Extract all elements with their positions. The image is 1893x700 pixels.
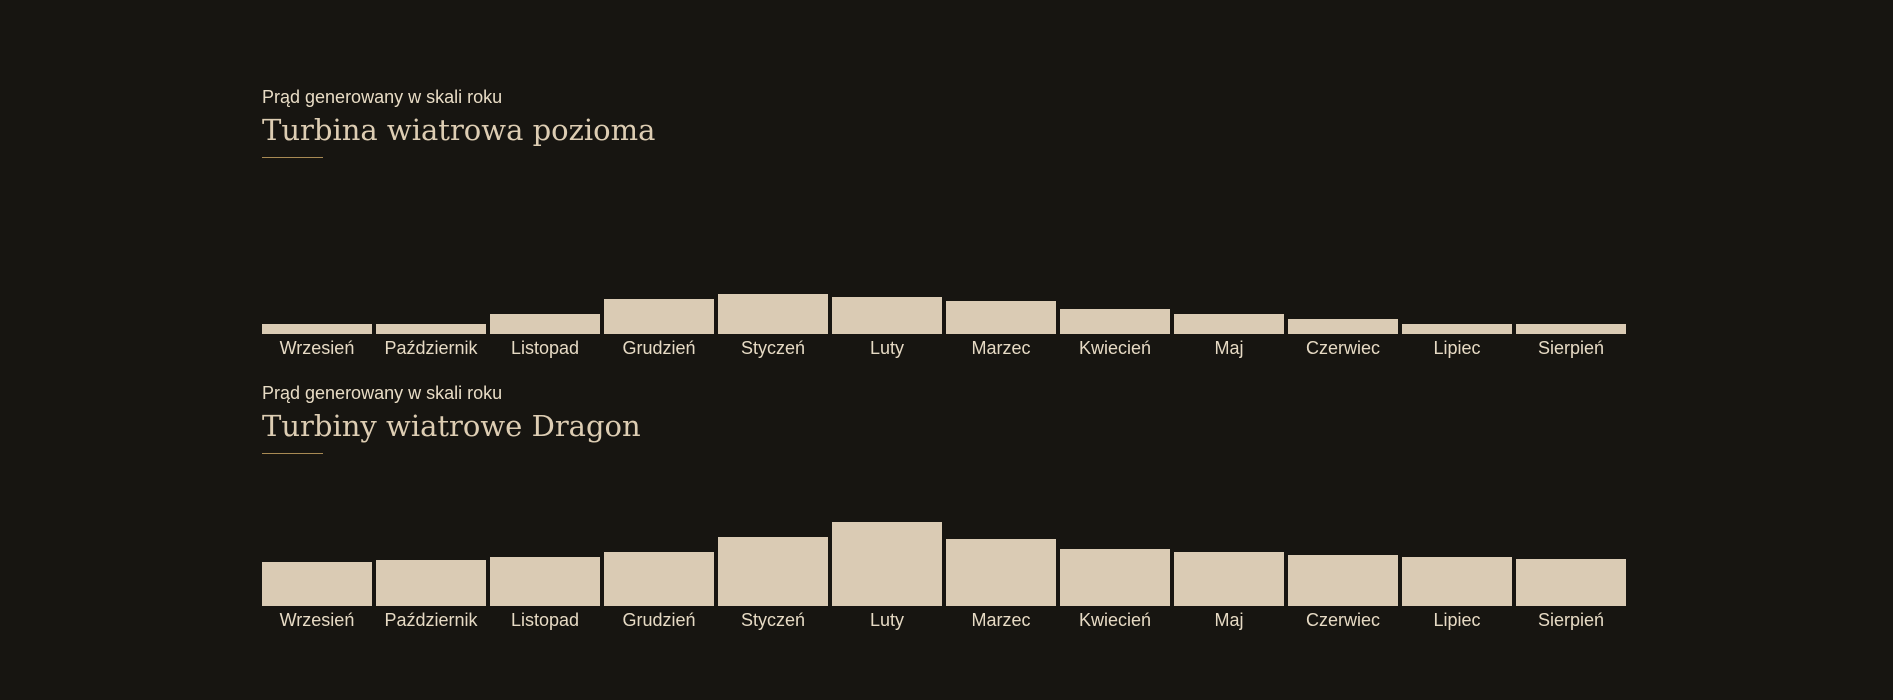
x-tick-label: Maj bbox=[1214, 610, 1243, 630]
x-tick-label: Styczeń bbox=[741, 610, 805, 630]
x-tick-label: Grudzień bbox=[622, 338, 695, 358]
x-tick-label: Styczeń bbox=[741, 338, 805, 358]
bar-4 bbox=[718, 294, 828, 334]
x-tick-label: Październik bbox=[384, 338, 478, 358]
x-tick-label: Marzec bbox=[971, 338, 1030, 358]
title-underline bbox=[262, 157, 323, 158]
bar-4 bbox=[718, 537, 828, 606]
x-tick-label: Grudzień bbox=[622, 610, 695, 630]
bar-2 bbox=[490, 557, 600, 606]
bar-2 bbox=[490, 314, 600, 334]
bar-11 bbox=[1516, 324, 1626, 334]
bar-6 bbox=[946, 301, 1056, 334]
x-tick-label: Lipiec bbox=[1433, 338, 1480, 358]
bar-chart: Wrzesień Październik Listopad Grudzień Stycz… bbox=[262, 522, 1626, 630]
x-tick-label: Marzec bbox=[971, 610, 1030, 630]
bar-5 bbox=[832, 297, 942, 334]
bar-5 bbox=[832, 522, 942, 606]
bar-8 bbox=[1174, 314, 1284, 334]
x-tick-label: Czerwiec bbox=[1306, 338, 1380, 358]
chart-title: Turbiny wiatrowe Dragon bbox=[262, 409, 641, 443]
bar-7 bbox=[1060, 549, 1170, 606]
x-tick-label: Listopad bbox=[511, 610, 579, 630]
x-tick-label: Kwiecień bbox=[1079, 610, 1151, 630]
x-tick-label: Kwiecień bbox=[1079, 338, 1151, 358]
title-underline bbox=[262, 453, 323, 454]
bar-11 bbox=[1516, 559, 1626, 606]
bar-3 bbox=[604, 552, 714, 606]
x-tick-label: Wrzesień bbox=[280, 338, 355, 358]
chart-subtitle: Prąd generowany w skali roku bbox=[262, 87, 503, 107]
bar-10 bbox=[1402, 557, 1512, 606]
x-tick-label: Październik bbox=[384, 610, 478, 630]
x-tick-label: Czerwiec bbox=[1306, 610, 1380, 630]
x-tick-label: Luty bbox=[870, 338, 904, 358]
bar-8 bbox=[1174, 552, 1284, 606]
x-tick-label: Wrzesień bbox=[280, 610, 355, 630]
x-tick-label: Maj bbox=[1214, 338, 1243, 358]
bar-0 bbox=[262, 562, 372, 606]
bar-9 bbox=[1288, 555, 1398, 606]
bar-6 bbox=[946, 539, 1056, 606]
chart-title: Turbina wiatrowa pozioma bbox=[262, 113, 656, 147]
bar-1 bbox=[376, 560, 486, 606]
bar-3 bbox=[604, 299, 714, 334]
bar-7 bbox=[1060, 309, 1170, 334]
bar-chart: Wrzesień Październik Listopad Grudzień Stycz… bbox=[262, 294, 1626, 358]
x-tick-label: Luty bbox=[870, 610, 904, 630]
x-tick-label: Listopad bbox=[511, 338, 579, 358]
x-tick-label: Sierpień bbox=[1538, 610, 1604, 630]
chart-subtitle: Prąd generowany w skali roku bbox=[262, 383, 503, 403]
bar-9 bbox=[1288, 319, 1398, 334]
bar-10 bbox=[1402, 324, 1512, 334]
bar-0 bbox=[262, 324, 372, 334]
bar-1 bbox=[376, 324, 486, 334]
x-tick-label: Lipiec bbox=[1433, 610, 1480, 630]
x-tick-label: Sierpień bbox=[1538, 338, 1604, 358]
